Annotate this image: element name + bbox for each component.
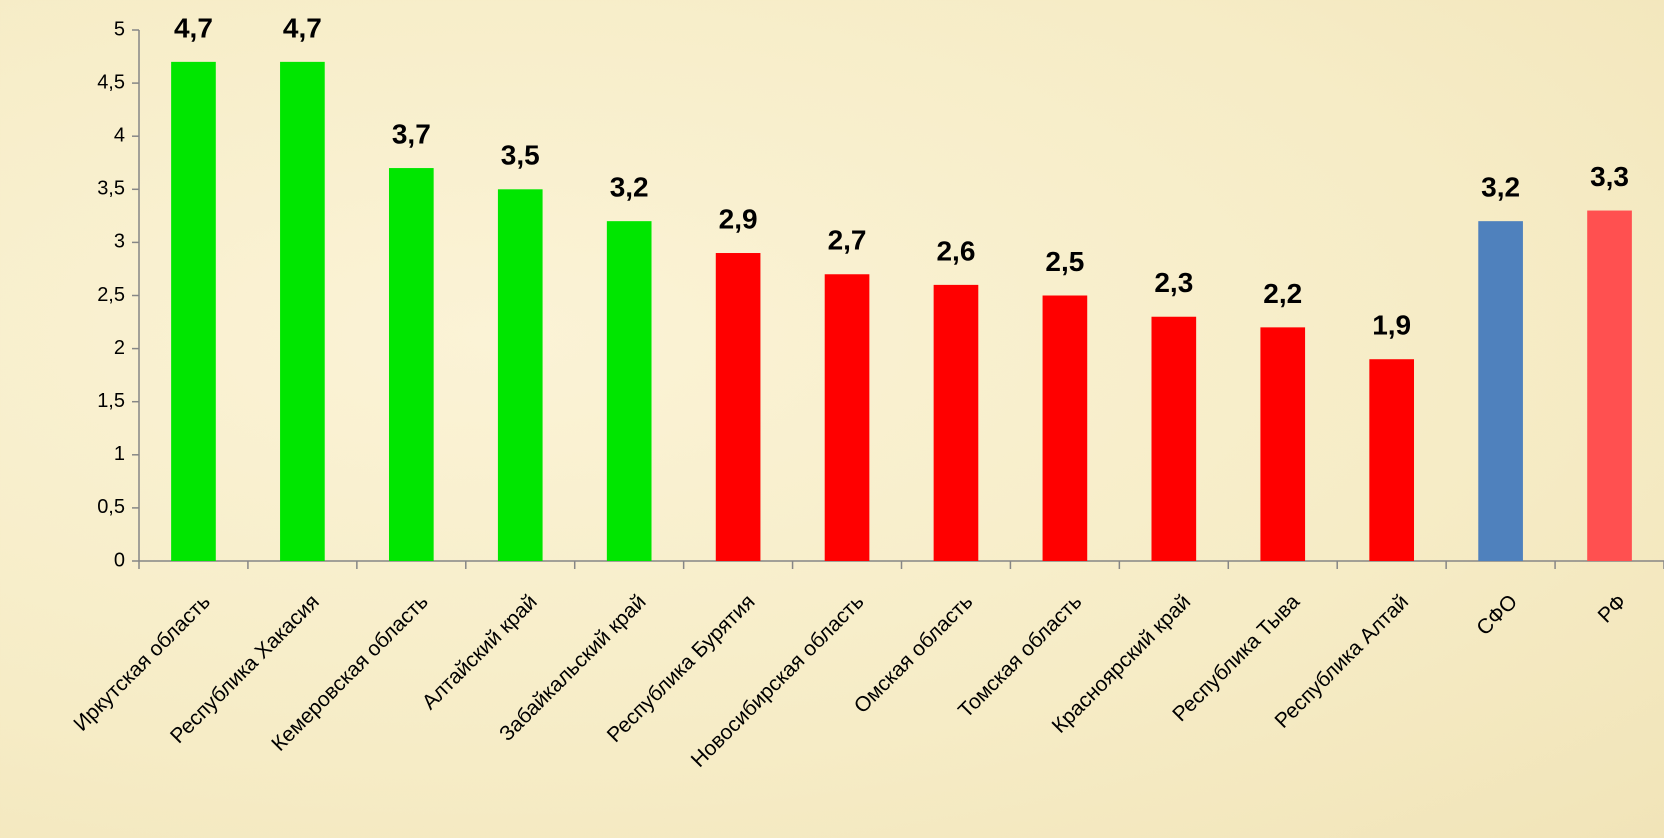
bar xyxy=(715,253,761,561)
bar xyxy=(1369,359,1415,561)
data-label: 4,7 xyxy=(174,12,213,43)
data-label: 1,9 xyxy=(1372,310,1411,341)
y-tick-label: 3,5 xyxy=(97,178,125,200)
data-label: 2,2 xyxy=(1263,278,1302,309)
data-label: 2,6 xyxy=(936,235,975,266)
x-tick-label: СФО xyxy=(1472,590,1522,640)
x-tick-label: Новосибирская область xyxy=(687,590,869,772)
bar xyxy=(1587,210,1632,562)
y-tick-label: 4,5 xyxy=(97,71,125,93)
data-label: 3,5 xyxy=(501,140,540,171)
bar xyxy=(388,168,434,561)
data-label: 2,9 xyxy=(719,203,758,234)
data-label: 3,3 xyxy=(1590,161,1629,192)
data-label: 2,5 xyxy=(1045,246,1084,277)
x-tick-label: РФ xyxy=(1594,590,1631,627)
y-tick-label: 0,5 xyxy=(97,496,125,518)
y-tick-label: 4 xyxy=(114,124,125,146)
bar xyxy=(824,274,870,561)
bar xyxy=(280,61,325,562)
y-tick-label: 3 xyxy=(114,231,125,253)
bar xyxy=(171,61,216,562)
x-tick-label: Алтайский край xyxy=(418,590,542,714)
data-label: 2,7 xyxy=(828,225,867,256)
data-label: 3,2 xyxy=(1481,172,1520,203)
y-tick-label: 1 xyxy=(114,443,125,465)
data-label: 3,2 xyxy=(610,172,649,203)
y-tick-label: 2 xyxy=(114,337,125,359)
data-label: 4,7 xyxy=(283,12,322,43)
bar xyxy=(1042,295,1088,561)
bar xyxy=(497,189,543,562)
x-tick-label: Омская область xyxy=(850,590,978,718)
y-tick-label: 5 xyxy=(114,18,125,40)
bar xyxy=(1478,221,1523,561)
bar xyxy=(606,221,652,561)
data-label: 2,3 xyxy=(1154,267,1193,298)
bar xyxy=(1260,327,1306,561)
bar xyxy=(933,284,979,561)
data-label: 3,7 xyxy=(392,118,431,149)
y-tick-label: 1,5 xyxy=(97,390,125,412)
bar xyxy=(1151,316,1197,561)
y-tick-label: 0 xyxy=(114,549,125,571)
y-tick-label: 2,5 xyxy=(97,284,125,306)
